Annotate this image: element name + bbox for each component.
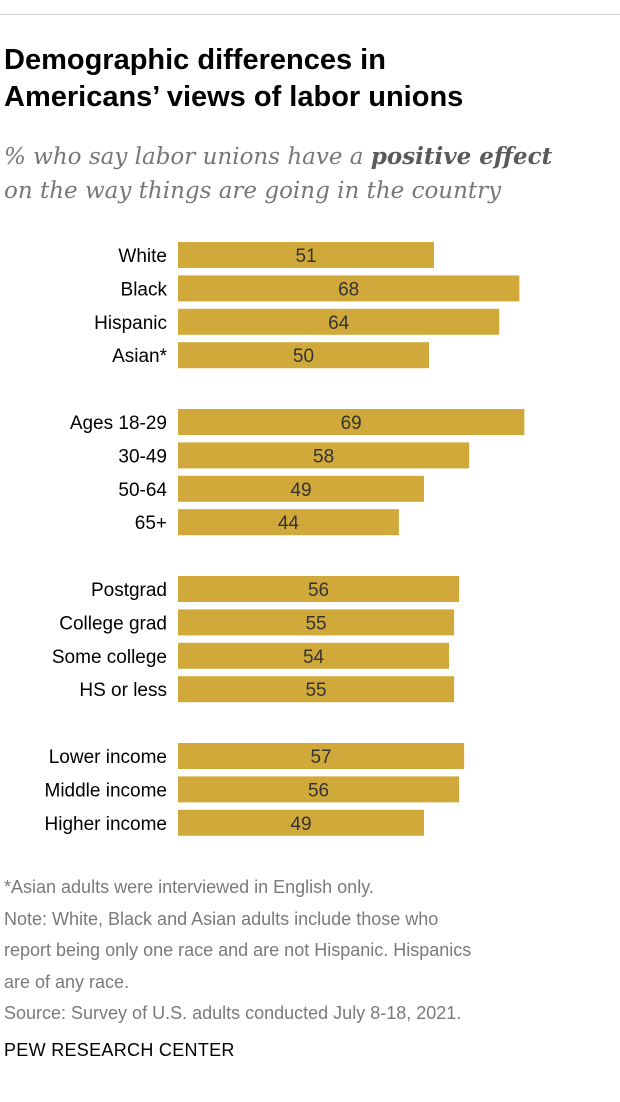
value-label: 49	[290, 814, 311, 835]
note-line-3: are of any race.	[4, 971, 130, 992]
bar	[178, 676, 455, 703]
bar	[178, 743, 465, 769]
bar	[178, 576, 460, 602]
category-label: Higher income	[45, 814, 168, 835]
brand-logo-text: PEW RESEARCH CENTER	[4, 1040, 235, 1060]
top-divider	[0, 14, 620, 15]
value-label: 57	[310, 747, 331, 768]
bar	[178, 442, 470, 469]
bar-chart: White 51 Black 68 Hispanic 64 Asian* 50 Ages 18-…	[45, 242, 525, 836]
value-label: 56	[308, 780, 329, 801]
value-label: 55	[305, 680, 326, 701]
category-label: Some college	[52, 647, 167, 668]
chart-title-line-2: Americans’ views of labor unions	[4, 81, 464, 113]
category-label: Ages 18-29	[70, 413, 167, 434]
category-label: Lower income	[49, 747, 167, 768]
bar	[178, 609, 455, 636]
value-label: 64	[328, 313, 350, 334]
chart-notes: *Asian adults were interviewed in Englis…	[4, 872, 616, 1030]
subtitle-line-2: on the way things are going in the count…	[4, 178, 502, 204]
category-label: Postgrad	[91, 580, 167, 601]
bar	[178, 642, 450, 669]
bar	[178, 308, 500, 335]
chart-title-line-1: Demographic differences in	[4, 44, 386, 76]
chart-subtitle: % who say labor unions have a positive e…	[4, 140, 616, 208]
bar	[178, 776, 460, 803]
source-note: Source: Survey of U.S. adults conducted …	[4, 1003, 462, 1023]
value-label: 50	[293, 346, 314, 367]
category-label: White	[118, 246, 167, 267]
bar	[178, 275, 520, 302]
bar	[178, 809, 424, 836]
value-label: 69	[341, 413, 362, 434]
category-label: Asian*	[112, 346, 168, 367]
category-label: 50-64	[118, 480, 167, 501]
subtitle-emphasis: positive effect	[370, 143, 553, 170]
category-label: HS or less	[79, 680, 167, 701]
note-line-1: Note: White, Black and Asian adults incl…	[4, 908, 439, 929]
bar	[178, 475, 424, 502]
category-label: 30-49	[118, 446, 167, 467]
value-label: 44	[278, 513, 300, 534]
value-label: 56	[308, 580, 329, 601]
bar	[178, 342, 429, 369]
bar	[178, 509, 399, 536]
value-label: 54	[303, 647, 325, 668]
category-label: Hispanic	[94, 313, 167, 334]
note-asterisk: *Asian adults were interviewed in Englis…	[4, 877, 374, 897]
category-label: College grad	[59, 613, 167, 634]
value-label: 49	[290, 480, 311, 501]
category-label: Black	[121, 279, 168, 300]
value-label: 55	[305, 613, 326, 634]
value-label: 68	[338, 279, 359, 300]
note-line-2: report being only one race and are not H…	[4, 940, 472, 960]
value-label: 58	[313, 446, 334, 467]
category-label: 65+	[135, 513, 167, 534]
category-label: Middle income	[45, 780, 168, 801]
chart-title: Demographic differences in Americans’ vi…	[4, 42, 614, 116]
bar	[178, 409, 525, 435]
subtitle-line-1: % who say labor unions have a positive e…	[4, 140, 616, 174]
bar	[178, 242, 435, 268]
subtitle-text: % who say labor unions have a	[4, 144, 371, 170]
value-label: 51	[295, 246, 316, 267]
